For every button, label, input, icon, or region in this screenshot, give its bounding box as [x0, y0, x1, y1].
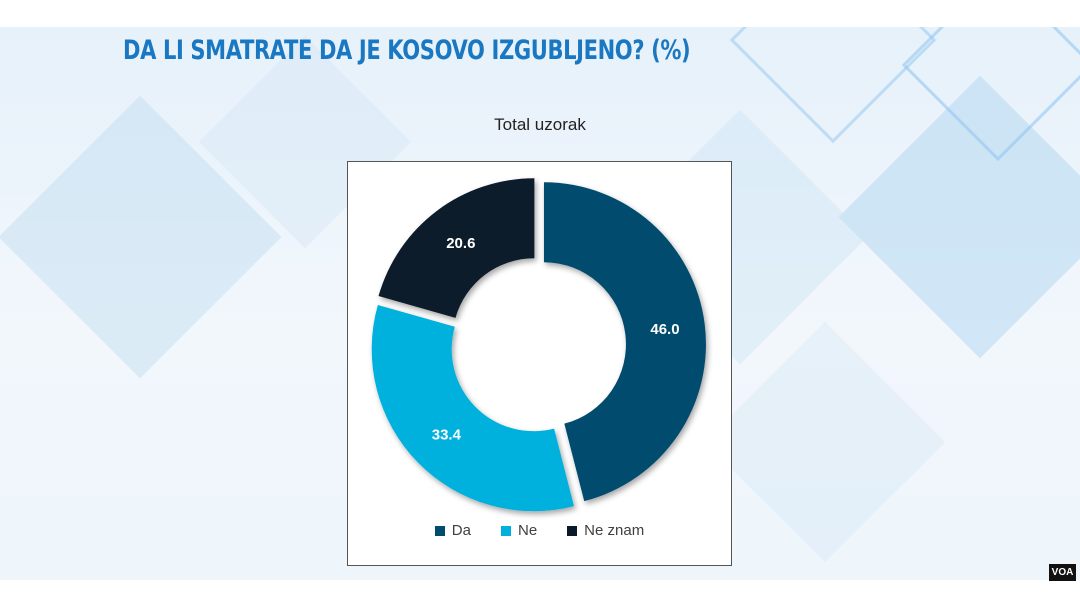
- chart-legend: Da Ne Ne znam: [348, 522, 731, 539]
- chart-frame: 46.0 33.4 20.6 Da Ne Ne znam: [347, 161, 732, 566]
- legend-item: Ne znam: [567, 522, 644, 539]
- legend-swatch: [434, 525, 445, 536]
- donut-value-label: 20.6: [446, 235, 475, 252]
- slide-title: DA LI SMATRATE DA JE KOSOVO IZGUBLJENO? …: [123, 35, 691, 66]
- chart-title: Total uzorak: [494, 115, 586, 134]
- voa-logo: VOA: [1049, 564, 1076, 581]
- legend-label: Ne: [517, 522, 538, 539]
- slide-background: DA LI SMATRATE DA JE KOSOVO IZGUBLJENO? …: [0, 27, 1080, 580]
- legend-item: Da: [434, 522, 471, 539]
- donut-value-label: 46.0: [650, 321, 679, 338]
- legend-label: Ne znam: [584, 522, 645, 539]
- donut-chart: 46.0 33.4 20.6: [371, 178, 706, 512]
- legend-item: Ne: [500, 522, 538, 539]
- donut-value-labels: 46.0 33.4 20.6: [432, 235, 680, 443]
- donut-slice-ne-znam: [378, 178, 535, 318]
- donut-slice-ne: [371, 304, 574, 512]
- donut-slices: [371, 178, 706, 512]
- donut-value-label: 33.4: [432, 426, 462, 443]
- legend-label: Da: [451, 522, 471, 539]
- donut-slice-da: [543, 182, 706, 502]
- legend-swatch: [567, 525, 578, 536]
- legend-swatch: [500, 525, 511, 536]
